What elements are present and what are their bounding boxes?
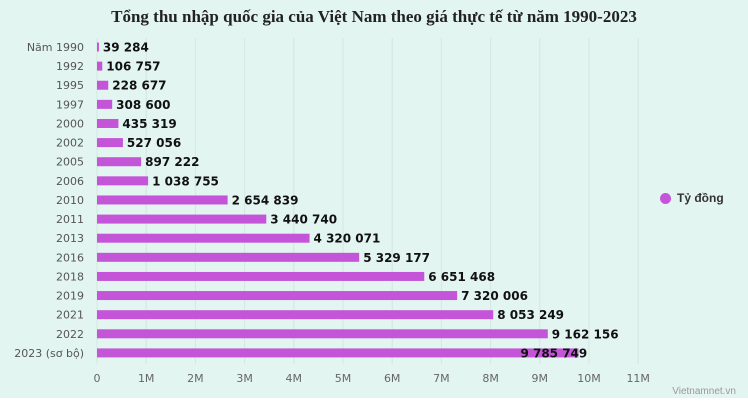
x-tick-label: 11M [626, 372, 650, 385]
bar[interactable] [97, 271, 425, 281]
data-label: 228 677 [112, 79, 166, 93]
data-label: 39 284 [103, 41, 149, 55]
x-tick-label: 8M [482, 372, 499, 385]
x-tick-label: 1M [138, 372, 155, 385]
y-tick-label: 2023 (sơ bộ) [14, 347, 84, 360]
legend-item[interactable]: Tỷ đồng [660, 191, 724, 205]
x-tick-label: 2M [187, 372, 204, 385]
y-tick-label: 2005 [56, 156, 84, 169]
bar[interactable] [97, 252, 360, 262]
chart-title: Tổng thu nhập quốc gia của Việt Nam theo… [111, 7, 637, 26]
data-label: 2 654 839 [232, 193, 299, 207]
y-tick-label: 2021 [56, 309, 84, 322]
data-label: 3 440 740 [270, 213, 337, 227]
x-tick-label: 3M [236, 372, 253, 385]
data-label: 6 651 468 [428, 270, 495, 284]
bar[interactable] [97, 61, 103, 71]
x-tick-label: 5M [335, 372, 352, 385]
x-tick-label: 7M [433, 372, 450, 385]
bar[interactable] [97, 176, 149, 186]
y-tick-label: 2006 [56, 175, 84, 188]
x-tick-label: 9M [532, 372, 549, 385]
y-tick-label: 2016 [56, 251, 84, 264]
bar[interactable] [97, 99, 113, 109]
bar[interactable] [97, 310, 494, 320]
bar[interactable] [97, 214, 267, 224]
data-label: 8 053 249 [497, 308, 564, 322]
x-tick-label: 6M [384, 372, 401, 385]
bar[interactable] [97, 138, 123, 148]
y-tick-label: 2018 [56, 270, 84, 283]
y-tick-label: 1995 [56, 79, 84, 92]
data-label: 7 320 006 [461, 289, 528, 303]
bar[interactable] [97, 157, 142, 167]
bar[interactable] [97, 348, 579, 358]
y-tick-label: 1992 [56, 60, 84, 73]
bar[interactable] [97, 195, 228, 205]
legend-label: Tỷ đồng [677, 191, 724, 205]
y-tick-label: 2019 [56, 290, 84, 303]
bar[interactable] [97, 291, 458, 301]
data-label: 4 320 071 [314, 232, 381, 246]
data-label: 897 222 [145, 155, 199, 169]
data-label: 9 785 749 [520, 346, 587, 360]
y-tick-label: Năm 1990 [27, 41, 84, 54]
y-tick-label: 2022 [56, 328, 84, 341]
bar[interactable] [97, 329, 548, 339]
y-tick-label: 2002 [56, 137, 84, 150]
data-label: 435 319 [122, 117, 176, 131]
bar[interactable] [97, 118, 119, 128]
bar[interactable] [97, 233, 310, 243]
x-tick-label: 0 [94, 372, 101, 385]
y-tick-label: 1997 [56, 98, 84, 111]
x-tick-label: 10M [577, 372, 601, 385]
credit-text: Vietnamnet.vn [672, 386, 736, 397]
y-tick-label: 2000 [56, 117, 84, 130]
data-label: 106 757 [106, 60, 160, 74]
y-tick-label: 2010 [56, 194, 84, 207]
bar[interactable] [97, 42, 99, 52]
y-tick-label: 2011 [56, 213, 84, 226]
data-label: 9 162 156 [552, 327, 619, 341]
y-tick-label: 2013 [56, 232, 84, 245]
bar[interactable] [97, 80, 109, 90]
data-label: 5 329 177 [363, 251, 430, 265]
data-label: 1 038 755 [152, 174, 219, 188]
legend-dot-icon [660, 192, 671, 204]
data-label: 308 600 [116, 98, 170, 112]
x-tick-label: 4M [286, 372, 303, 385]
data-label: 527 056 [127, 136, 181, 150]
